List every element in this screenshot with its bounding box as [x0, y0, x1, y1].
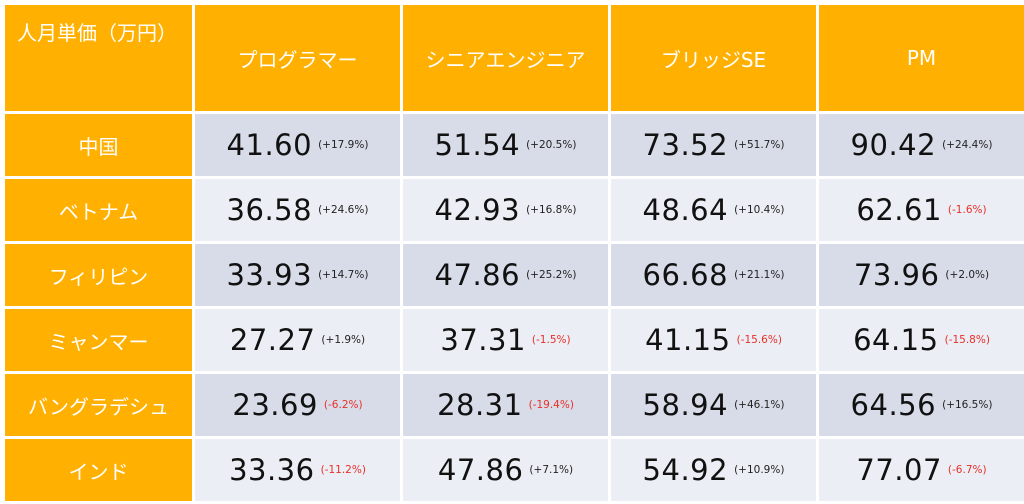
rate-change: (+14.7%): [318, 269, 369, 281]
header-row: 人月単価（万円） プログラマー シニアエンジニア ブリッジSE PM: [5, 5, 1024, 111]
rate-change: (+20.5%): [526, 139, 577, 151]
row-header-country: バングラデシュ: [5, 374, 192, 436]
rate-value: 73.52: [642, 128, 729, 162]
rate-cell: 64.15 (-15.8%): [819, 309, 1024, 371]
rate-value: 62.61: [856, 193, 942, 227]
rate-value: 73.96: [853, 258, 940, 292]
rate-cell: 28.31 (-19.4%): [403, 374, 608, 436]
table-row: バングラデシュ 23.69 (-6.2%) 28.31 (-19.4%) 58.94 (+4…: [5, 374, 1024, 436]
rate-cell: 54.92 (+10.9%): [611, 439, 816, 501]
rate-cell: 62.61 (-1.6%): [819, 179, 1024, 241]
rate-cell: 33.93 (+14.7%): [195, 244, 400, 306]
rate-cell: 36.58 (+24.6%): [195, 179, 400, 241]
rate-value: 47.86: [434, 258, 521, 292]
rate-change: (-6.2%): [323, 399, 363, 411]
row-header-country: フィリピン: [5, 244, 192, 306]
rate-change: (-6.7%): [947, 464, 987, 476]
rate-value: 58.94: [642, 388, 729, 422]
rate-value: 42.93: [434, 193, 521, 227]
rate-value: 27.27: [229, 323, 316, 357]
rate-change: (-1.6%): [947, 204, 987, 216]
column-header-programmer: プログラマー: [195, 5, 400, 111]
rate-value: 36.58: [226, 193, 313, 227]
rate-value: 64.15: [853, 323, 939, 357]
table-body: 中国 41.60 (+17.9%) 51.54 (+20.5%) 73.52 (+51.7%…: [5, 114, 1024, 501]
corner-label: 人月単価（万円）: [5, 5, 192, 111]
rate-cell: 41.15 (-15.6%): [611, 309, 816, 371]
table-row: インド 33.36 (-11.2%) 47.86 (+7.1%) 54.92 (+10.9%…: [5, 439, 1024, 501]
rate-value: 47.86: [437, 453, 524, 487]
rate-change: (+16.5%): [942, 399, 993, 411]
rate-cell: 41.60 (+17.9%): [195, 114, 400, 176]
rate-value: 41.15: [645, 323, 731, 357]
rate-value: 64.56: [850, 388, 937, 422]
rate-change: (-15.6%): [736, 334, 782, 346]
row-header-country: ミャンマー: [5, 309, 192, 371]
rate-cell: 47.86 (+25.2%): [403, 244, 608, 306]
rate-value: 48.64: [642, 193, 729, 227]
table-row: フィリピン 33.93 (+14.7%) 47.86 (+25.2%) 66.68 (+21…: [5, 244, 1024, 306]
rate-cell: 33.36 (-11.2%): [195, 439, 400, 501]
rate-change: (+51.7%): [734, 139, 785, 151]
column-header-pm: PM: [819, 5, 1024, 111]
rate-change: (+7.1%): [529, 464, 574, 476]
table-row: ミャンマー 27.27 (+1.9%) 37.31 (-1.5%) 41.15 (-15.6…: [5, 309, 1024, 371]
rate-value: 33.93: [226, 258, 313, 292]
column-header-senior-engineer: シニアエンジニア: [403, 5, 608, 111]
rate-cell: 64.56 (+16.5%): [819, 374, 1024, 436]
rate-cell: 37.31 (-1.5%): [403, 309, 608, 371]
rate-value: 33.36: [229, 453, 315, 487]
rate-change: (+10.9%): [734, 464, 785, 476]
rate-change: (+24.6%): [318, 204, 369, 216]
rate-change: (-15.8%): [944, 334, 990, 346]
rate-value: 28.31: [437, 388, 523, 422]
rate-change: (+16.8%): [526, 204, 577, 216]
rate-value: 51.54: [434, 128, 521, 162]
rate-change: (+2.0%): [945, 269, 990, 281]
rate-change: (+17.9%): [318, 139, 369, 151]
rate-change: (+21.1%): [734, 269, 785, 281]
rate-cell: 90.42 (+24.4%): [819, 114, 1024, 176]
table-row: ベトナム 36.58 (+24.6%) 42.93 (+16.8%) 48.64 (+10.…: [5, 179, 1024, 241]
rate-change: (-19.4%): [528, 399, 574, 411]
rate-value: 90.42: [850, 128, 937, 162]
rate-change: (+25.2%): [526, 269, 577, 281]
rate-change: (-1.5%): [531, 334, 571, 346]
row-header-country: 中国: [5, 114, 192, 176]
rate-change: (+10.4%): [734, 204, 785, 216]
rate-cell: 66.68 (+21.1%): [611, 244, 816, 306]
rate-cell: 23.69 (-6.2%): [195, 374, 400, 436]
rate-value: 41.60: [226, 128, 313, 162]
rate-value: 23.69: [232, 388, 318, 422]
rate-cell: 27.27 (+1.9%): [195, 309, 400, 371]
rate-cell: 47.86 (+7.1%): [403, 439, 608, 501]
rate-cell: 48.64 (+10.4%): [611, 179, 816, 241]
rate-change: (-11.2%): [320, 464, 366, 476]
table-row: 中国 41.60 (+17.9%) 51.54 (+20.5%) 73.52 (+51.7%…: [5, 114, 1024, 176]
rate-cell: 58.94 (+46.1%): [611, 374, 816, 436]
rate-value: 66.68: [642, 258, 729, 292]
column-header-bridge-se: ブリッジSE: [611, 5, 816, 111]
rate-cell: 42.93 (+16.8%): [403, 179, 608, 241]
rate-value: 37.31: [440, 323, 526, 357]
rate-change: (+24.4%): [942, 139, 993, 151]
rate-cell: 73.96 (+2.0%): [819, 244, 1024, 306]
rate-cell: 51.54 (+20.5%): [403, 114, 608, 176]
row-header-country: ベトナム: [5, 179, 192, 241]
rate-change: (+1.9%): [321, 334, 366, 346]
table-header: 人月単価（万円） プログラマー シニアエンジニア ブリッジSE PM: [5, 5, 1024, 111]
rate-cell: 73.52 (+51.7%): [611, 114, 816, 176]
rate-value: 54.92: [642, 453, 729, 487]
rate-value: 77.07: [856, 453, 942, 487]
rate-cell: 77.07 (-6.7%): [819, 439, 1024, 501]
rate-change: (+46.1%): [734, 399, 785, 411]
row-header-country: インド: [5, 439, 192, 501]
